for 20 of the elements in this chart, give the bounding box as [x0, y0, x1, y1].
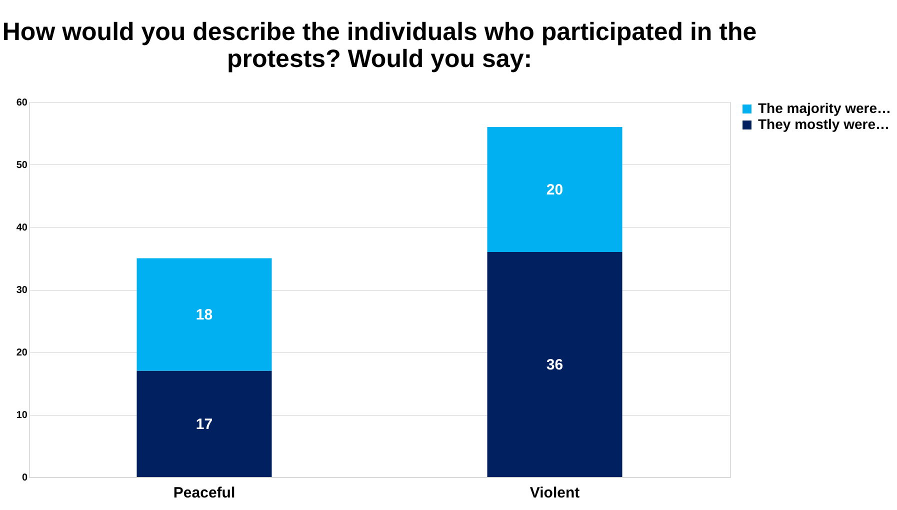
y-tick-label: 10: [16, 410, 28, 421]
y-tick-label: 50: [16, 160, 28, 171]
legend-label: They mostly were…: [758, 116, 890, 132]
data-label: 17: [196, 416, 213, 433]
bar: [487, 252, 622, 477]
data-label: 20: [546, 182, 564, 198]
y-tick-label: 20: [16, 348, 28, 358]
bar: [136, 370, 272, 477]
y-tick-label: 0: [22, 472, 28, 484]
x-tick-label: Violent: [530, 484, 580, 502]
bar: [487, 127, 622, 252]
bar: [136, 258, 272, 371]
x-tick-label: Peaceful: [173, 484, 236, 502]
data-label: 36: [546, 356, 564, 374]
data-label: 18: [196, 306, 213, 324]
y-tick-label: 60: [16, 98, 28, 108]
legend-label: The majority were…: [758, 100, 892, 116]
chart-title: How would you describe the individuals who participated in the protests? Would you say:: [2, 18, 757, 73]
y-tick-label: 30: [16, 285, 28, 296]
y-tick-label: 40: [16, 222, 28, 234]
